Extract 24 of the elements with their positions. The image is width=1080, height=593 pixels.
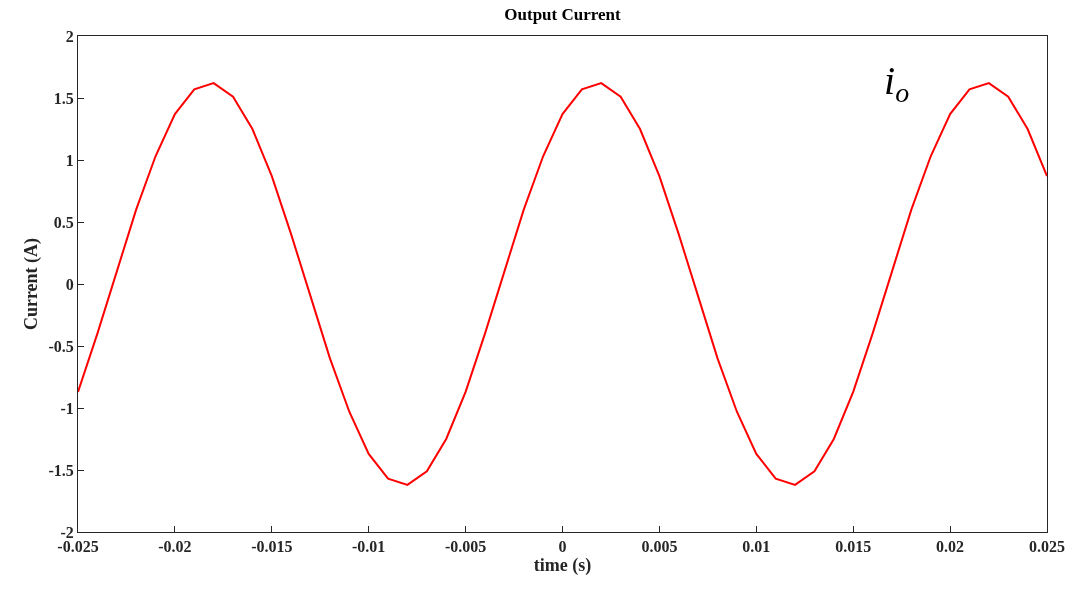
y-tick-label: 0.5 [53,213,74,231]
y-axis-title: Current (A) [20,237,42,331]
x-tick-label: 0.01 [742,538,771,556]
y-tick-label: 1.5 [53,89,74,107]
x-tick-label: -0.015 [251,538,293,556]
x-tick-label: 0.02 [936,538,965,556]
x-tick-label: 0.005 [641,538,678,556]
y-tick-label: 1 [65,151,74,169]
y-tick-label: 2 [65,27,74,45]
x-tick-label: 0.025 [1029,538,1065,556]
annotation: i$_{o}$ [884,58,910,109]
x-tick-label: -0.025 [57,538,99,556]
y-tick-label: -1.5 [48,461,74,479]
y-tick-label: 0 [65,275,74,293]
x-axis-title: time (s) [533,555,592,577]
x-tick-label: -0.005 [444,538,487,556]
x-tick-label: 0 [558,538,567,556]
y-tick-label: -1 [60,399,74,417]
x-tick-label: 0.015 [835,538,872,556]
x-tick-label: -0.02 [158,538,192,556]
y-tick-label: -0.5 [48,337,74,355]
chart-title: Output Current [504,4,621,24]
x-tick-label: -0.01 [352,538,386,556]
y-tick-label: -2 [60,523,74,541]
